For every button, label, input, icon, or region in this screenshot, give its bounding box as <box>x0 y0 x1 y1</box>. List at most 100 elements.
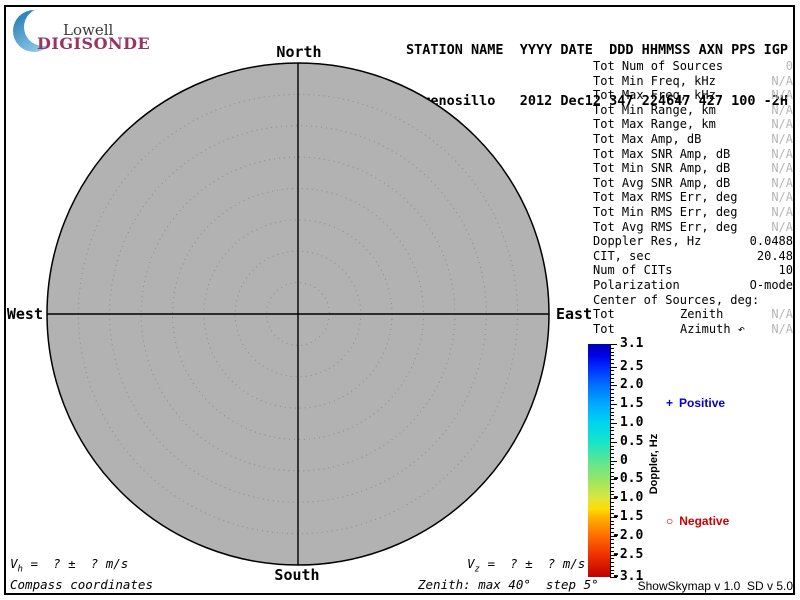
colorbar-tick-label: 3.1 <box>620 336 644 351</box>
stats-label: Num of CITs <box>593 263 673 278</box>
stats-row: Tot Avg SNR Amp, dB N/A <box>593 176 793 191</box>
colorbar-tick <box>610 577 617 578</box>
colorbar-tick-label: -3.1 <box>612 569 644 584</box>
stats-value: 20.48 <box>756 248 793 263</box>
colorbar-tick-label: -0.5 <box>612 471 644 487</box>
stats-label: Polarization <box>593 278 680 292</box>
colorbar-tick <box>610 460 617 462</box>
colorbar-tick <box>610 498 617 500</box>
colorbar-tick <box>610 479 617 481</box>
colorbar-tick <box>610 449 614 451</box>
stats-row: Tot Max Amp, dB N/A <box>593 132 793 147</box>
stats-value: N/A <box>771 88 793 103</box>
colorbar-tick <box>610 528 614 530</box>
stats-mid-label: Zenith <box>680 307 724 322</box>
legend-negative-label: Negative <box>679 514 730 528</box>
colorbar-tick <box>610 445 614 447</box>
colorbar-tick <box>610 516 617 518</box>
stats-row: Center of Sources, deg: <box>593 293 793 308</box>
vh-subscript: h <box>17 564 23 575</box>
stats-label: Tot Num of Sources <box>593 59 724 73</box>
colorbar-tick <box>610 404 617 406</box>
compass-label-east: East <box>556 305 593 323</box>
stats-row: Tot Min SNR Amp, dB N/A <box>593 161 793 176</box>
station-header: STATION NAME YYYY DATE DDD HHMMSS AXN PP… <box>390 8 788 144</box>
colorbar-tick <box>610 513 614 515</box>
colorbar-tick <box>610 396 614 398</box>
stats-label: Center of Sources, deg: <box>593 292 760 307</box>
colorbar-tick <box>610 381 614 383</box>
colorbar-tick <box>610 565 614 567</box>
stats-value: N/A <box>771 307 793 322</box>
stats-row: Polarization O-mode <box>593 278 793 293</box>
colorbar-gradient <box>588 344 610 577</box>
stats-row: Tot Zenith N/A <box>593 307 793 322</box>
stats-row: Tot Max Range, km N/A <box>593 117 793 132</box>
stats-label: Tot Min Freq, kHz <box>593 73 716 88</box>
colorbar-tick <box>610 355 614 357</box>
stats-value: N/A <box>771 146 793 161</box>
stats-label: Tot Avg SNR Amp, dB <box>593 175 731 190</box>
colorbar-tick <box>610 430 614 432</box>
colorbar-tick <box>610 558 614 560</box>
colorbar-tick <box>610 426 614 428</box>
colorbar-tick <box>610 539 614 541</box>
vh-symbol: V <box>10 556 18 571</box>
colorbar-tick <box>610 471 614 473</box>
stats-label: Tot Max Amp, dB <box>593 132 702 146</box>
colorbar-tick <box>610 344 617 345</box>
colorbar-tick <box>610 464 614 466</box>
stats-value: N/A <box>771 117 793 132</box>
stats-row: Tot Azimuth ↶ N/A <box>593 322 793 337</box>
header-columns-line: STATION NAME YYYY DATE DDD HHMMSS AXN PP… <box>405 42 788 58</box>
colorbar-tick <box>610 422 617 424</box>
logo-lowell-text: Lowell <box>63 21 114 39</box>
colorbar-tick <box>610 366 617 368</box>
stats-label: Tot Max RMS Err, deg <box>593 190 738 205</box>
colorbar-tick <box>610 524 614 526</box>
stats-value: N/A <box>771 321 793 336</box>
stats-row: Tot Min Range, km N/A <box>593 103 793 118</box>
legend-positive-label: Positive <box>679 396 726 410</box>
colorbar-tick-label: 2.5 <box>620 358 644 374</box>
stats-label: Tot <box>593 321 615 336</box>
colorbar-tick <box>610 475 614 477</box>
circle-marker-icon: ○ <box>666 514 674 528</box>
stats-mid-label: Azimuth ↶ <box>680 321 746 336</box>
colorbar-tick <box>610 543 614 545</box>
colorbar-tick-label: 1.5 <box>620 396 644 412</box>
stats-value: 0 <box>785 59 793 73</box>
colorbar-tick <box>610 520 614 522</box>
colorbar-tick <box>610 400 614 402</box>
stats-row: Tot Min RMS Err, deg N/A <box>593 205 793 220</box>
colorbar-tick <box>610 490 614 492</box>
stats-value: 10 <box>778 263 793 278</box>
colorbar-tick <box>610 554 617 556</box>
colorbar-tick-label: -1.5 <box>612 508 644 524</box>
stats-row: Tot Max SNR Amp, dB N/A <box>593 147 793 162</box>
stats-label: Tot Max Range, km <box>593 117 716 132</box>
colorbar-tick-label: 0 <box>620 452 628 468</box>
stats-value: N/A <box>771 73 793 88</box>
colorbar-tick <box>610 385 617 387</box>
colorbar-tick <box>610 407 614 409</box>
stats-label: CIT, sec <box>593 248 651 263</box>
colorbar-tick <box>610 411 614 413</box>
compass-label-north: North <box>276 43 322 61</box>
stats-label: Tot Max Freq, kHz <box>593 88 716 103</box>
colorbar-tick <box>610 438 614 439</box>
colorbar-tick-label: 2.0 <box>620 377 644 393</box>
colorbar-tick <box>610 453 614 454</box>
stats-label: Tot Min Range, km <box>593 102 716 117</box>
colorbar-tick <box>610 415 614 417</box>
compass-label-west: West <box>6 305 43 323</box>
colorbar-tick <box>610 370 614 372</box>
colorbar-tick <box>610 483 614 484</box>
stats-label: Tot Min RMS Err, deg <box>593 205 738 219</box>
vz-subscript: z <box>474 564 480 575</box>
stats-row: Tot Max RMS Err, deg N/A <box>593 190 793 205</box>
colorbar-tick <box>610 456 614 458</box>
stats-label: Tot Max SNR Amp, dB <box>593 146 731 161</box>
colorbar-tick <box>610 535 617 537</box>
compass-label-south: South <box>274 566 320 584</box>
